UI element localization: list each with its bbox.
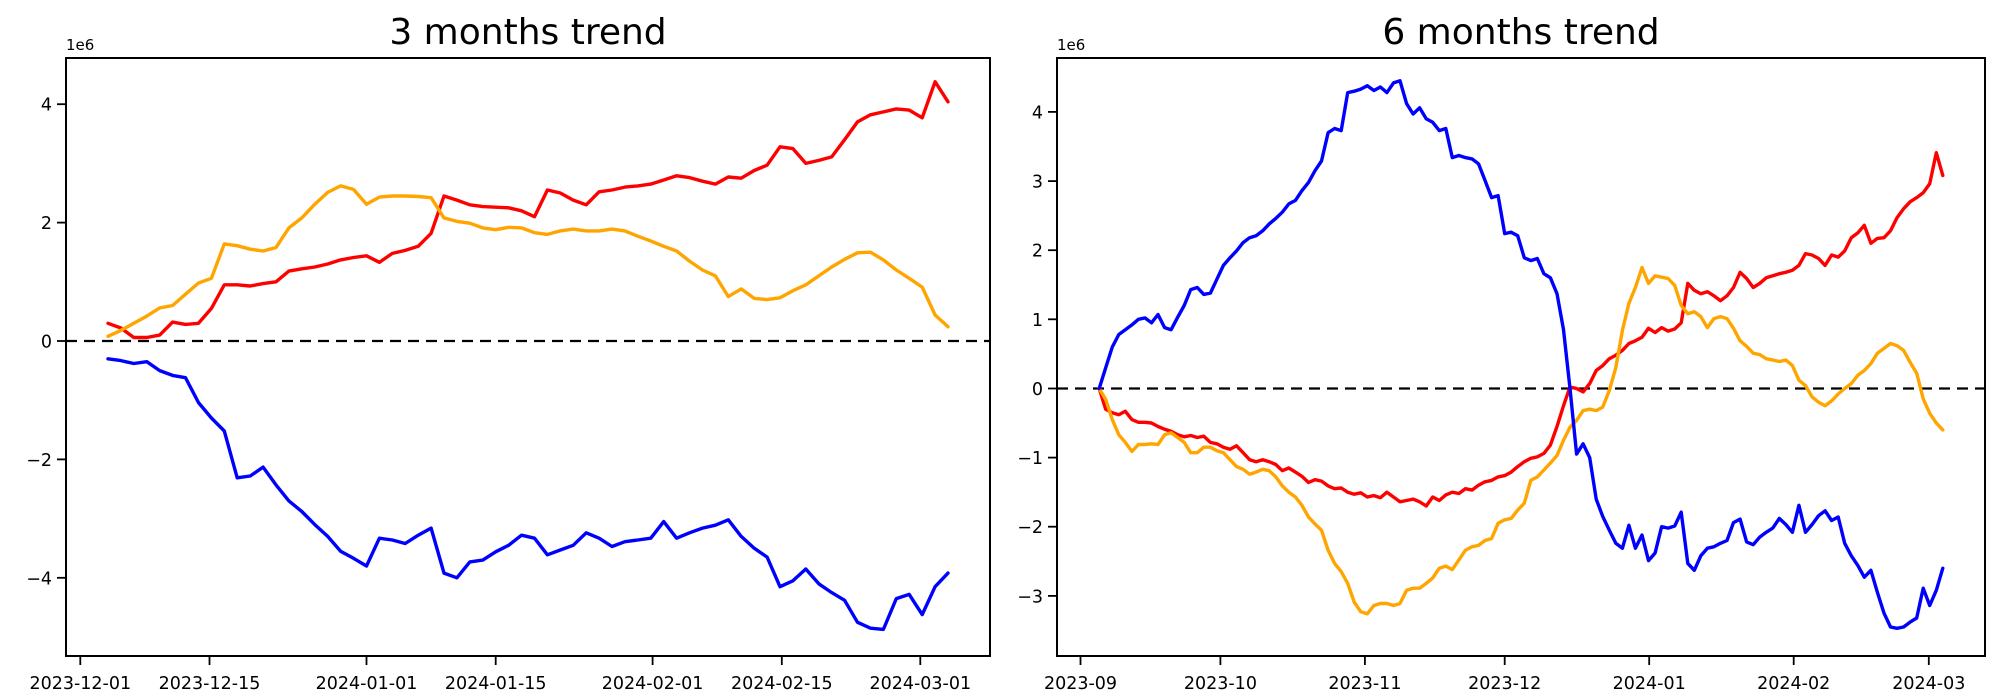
y-tick-label: 1 bbox=[1032, 311, 1043, 331]
x-tick-label: 2024-01-15 bbox=[445, 674, 547, 694]
x-tick-label: 2024-02-01 bbox=[602, 674, 704, 694]
y-axis-offset-label: 1e6 bbox=[66, 36, 94, 54]
x-tick-label: 2024-03 bbox=[1892, 674, 1965, 694]
y-tick-label: 0 bbox=[41, 333, 52, 353]
x-tick-label: 2024-03-01 bbox=[869, 674, 971, 694]
x-tick-label: 2024-02-15 bbox=[731, 674, 833, 694]
y-tick-label: 0 bbox=[1032, 380, 1043, 400]
plot-border bbox=[1056, 57, 1986, 657]
x-tick-label: 2024-01-01 bbox=[316, 674, 418, 694]
plot-area: 4 2 0 −2 −4 2023-12-01 2023-12-15 2024-01-01 202… bbox=[26, 57, 991, 694]
chart-title: 3 months trend bbox=[389, 12, 666, 53]
y-axis-offset-label: 1e6 bbox=[1057, 36, 1085, 54]
orange-series-line bbox=[1097, 265, 1945, 616]
x-tick-label: 2023-12-15 bbox=[159, 674, 261, 694]
y-tick-label: 3 bbox=[1032, 173, 1043, 193]
y-tick-label: 4 bbox=[1032, 103, 1043, 123]
x-tick-label: 2023-12-01 bbox=[29, 674, 131, 694]
chart-title: 6 months trend bbox=[1382, 12, 1659, 53]
plot-border bbox=[65, 57, 991, 657]
y-tick-label: −3 bbox=[1017, 587, 1043, 607]
x-tick-label: 2023-09 bbox=[1044, 674, 1117, 694]
y-tick-label: −4 bbox=[26, 569, 52, 589]
blue-series-line bbox=[1097, 79, 1945, 630]
x-tick-label: 2023-12 bbox=[1468, 674, 1541, 694]
blue-series-line bbox=[106, 357, 950, 632]
y-tick-label: −2 bbox=[1017, 518, 1043, 538]
y-tick-label: −2 bbox=[26, 451, 52, 471]
orange-series-line bbox=[106, 184, 950, 338]
y-tick-label: 2 bbox=[1032, 242, 1043, 262]
chart-3-months-trend: 3 months trend 1e6 4 2 0 −2 −4 2023-12-01 2023… bbox=[26, 12, 991, 694]
y-tick-label: 4 bbox=[41, 96, 52, 116]
x-tick-label: 2024-01 bbox=[1613, 674, 1686, 694]
chart-6-months-trend: 6 months trend 1e6 4 3 2 1 0 −1 −2 −3 2023-09 202… bbox=[1017, 12, 1986, 694]
red-series-line bbox=[1097, 150, 1945, 508]
red-series-line bbox=[106, 79, 950, 340]
x-tick-label: 2024-02 bbox=[1757, 674, 1830, 694]
y-tick-label: 2 bbox=[41, 214, 52, 234]
plot-area: 4 3 2 1 0 −1 −2 −3 2023-09 2023-10 2023-11 2023-12 2… bbox=[1017, 57, 1986, 694]
y-tick-label: −1 bbox=[1017, 449, 1043, 469]
x-tick-label: 2023-10 bbox=[1184, 674, 1257, 694]
x-tick-label: 2023-11 bbox=[1328, 674, 1401, 694]
